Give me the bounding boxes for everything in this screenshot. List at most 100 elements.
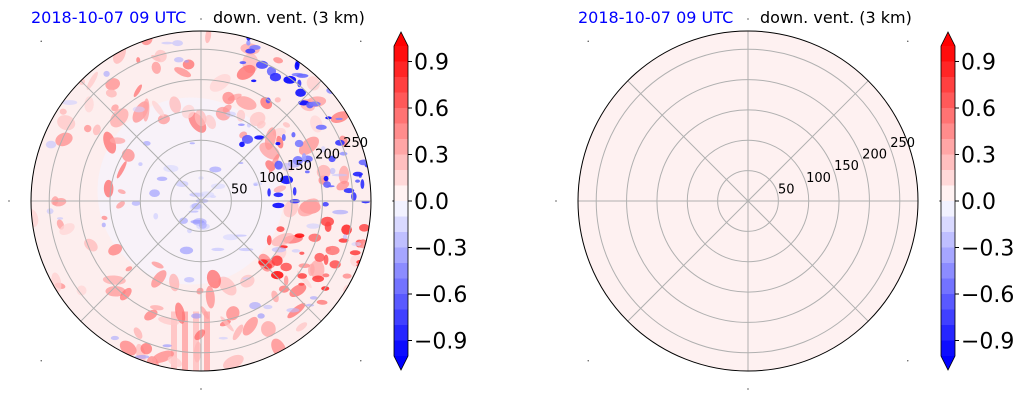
weak-negative-blob (149, 189, 160, 198)
colorbar-segment (941, 123, 955, 140)
negative-blob (273, 192, 284, 198)
negative-blob (352, 171, 363, 177)
colorbar: 0.9 0.6 0.3 0.0 −0.3 −0.6 −0.9 (940, 31, 1014, 371)
colorbar-segment (394, 278, 408, 295)
weak-negative-blob (209, 166, 222, 173)
axis-tick-dot (200, 18, 202, 20)
weak-negative-blob (253, 183, 258, 187)
weak-negative-blob (62, 100, 78, 105)
negative-blob (239, 141, 245, 148)
colorbar-segment (394, 170, 408, 186)
colorbar-segment (394, 247, 408, 264)
positive-blob (76, 285, 87, 296)
colorbar-tick-label: 0.9 (961, 51, 996, 76)
angular-gridline (200, 80, 322, 202)
strong-positive-blob (365, 283, 370, 293)
colorbar-segment (394, 92, 408, 109)
positive-blob (55, 132, 73, 147)
colorbar-segment (941, 170, 955, 186)
radial-tick-label: 150 (834, 159, 859, 174)
positive-blob (151, 270, 167, 288)
weak-negative-blob (103, 70, 110, 77)
negative-blob (335, 48, 349, 53)
radial-tick-label: 100 (806, 171, 831, 186)
positive-blob (59, 223, 75, 236)
positive-blob (116, 201, 125, 209)
negative-blob (343, 188, 355, 194)
strong-positive-blob (276, 226, 285, 233)
colorbar-segment (394, 46, 408, 62)
weak-negative-blob (332, 209, 349, 215)
positive-blob (196, 287, 204, 295)
weak-negative-blob (56, 217, 64, 220)
negative-blob (296, 73, 309, 78)
negative-blob (358, 159, 370, 166)
positive-blob (151, 350, 174, 364)
polar-grid (31, 31, 371, 371)
negative-blob (309, 101, 321, 107)
weak-negative-blob (162, 344, 172, 348)
angular-gridline (80, 200, 202, 322)
weak-negative-blob (45, 140, 57, 149)
positive-blob (268, 153, 280, 174)
radial-tick-label: 250 (890, 136, 915, 151)
negative-blob (315, 124, 327, 130)
colorbar-outline (940, 31, 956, 371)
axis-tick-dot (392, 200, 394, 202)
positive-blob (144, 309, 158, 321)
positive-blob (236, 64, 256, 80)
negative-blob (321, 51, 325, 61)
positive-blob (193, 341, 202, 363)
positive-blob (117, 189, 126, 194)
positive-blob (295, 322, 308, 332)
colorbar: 0.9 0.6 0.3 0.0 −0.3 −0.6 −0.9 (393, 31, 467, 371)
positive-blob (105, 89, 117, 98)
strong-positive-blob (322, 273, 330, 278)
positive-blob (116, 161, 127, 179)
negative-blob (267, 188, 271, 197)
strong-positive-blob (297, 273, 308, 279)
negative-blob (333, 70, 338, 78)
negative-blob (346, 100, 352, 104)
weak-negative-blob (320, 146, 326, 153)
left-panel-time-label: 2018-10-07 09 UTC (31, 8, 187, 27)
negative-blob (339, 151, 348, 156)
negative-blob (256, 60, 269, 69)
strong-positive-blob (349, 250, 361, 256)
weak-negative-blob (132, 106, 145, 113)
negative-blob (339, 50, 343, 58)
colorbar-segment (394, 263, 408, 279)
weak-negative-blob (233, 234, 247, 237)
weak-negative-blob (131, 200, 141, 206)
positive-blob (119, 340, 137, 356)
weak-negative-blob (263, 304, 273, 310)
positive-blob (108, 244, 123, 256)
negative-blob (294, 61, 300, 71)
negative-blob (294, 139, 304, 148)
weak-negative-blob (161, 41, 174, 45)
positive-blob (271, 290, 279, 303)
colorbar-segment (394, 185, 408, 202)
negative-blob (349, 34, 357, 40)
strong-positive-blob (298, 282, 305, 286)
colorbar-segment (941, 216, 955, 233)
weak-negative-blob (286, 307, 300, 313)
axis-tick-dot (747, 388, 749, 390)
weak-negative-blob (198, 221, 207, 229)
positive-blob (205, 31, 212, 44)
positive-blob (119, 287, 132, 301)
weak-negative-blob (189, 142, 195, 145)
strong-positive-blob (312, 275, 325, 283)
weak-negative-blob (291, 249, 301, 253)
colorbar-outline (393, 31, 409, 371)
colorbar-segment (394, 232, 408, 248)
radial-tick-label: 100 (259, 171, 284, 186)
strong-positive-blob (308, 233, 322, 242)
colorbar-segment (941, 263, 955, 279)
angular-gridline (747, 80, 869, 202)
polar-frame (577, 30, 919, 372)
positive-blob (136, 57, 141, 64)
negative-blob (239, 61, 247, 65)
negative-blob (275, 142, 281, 146)
